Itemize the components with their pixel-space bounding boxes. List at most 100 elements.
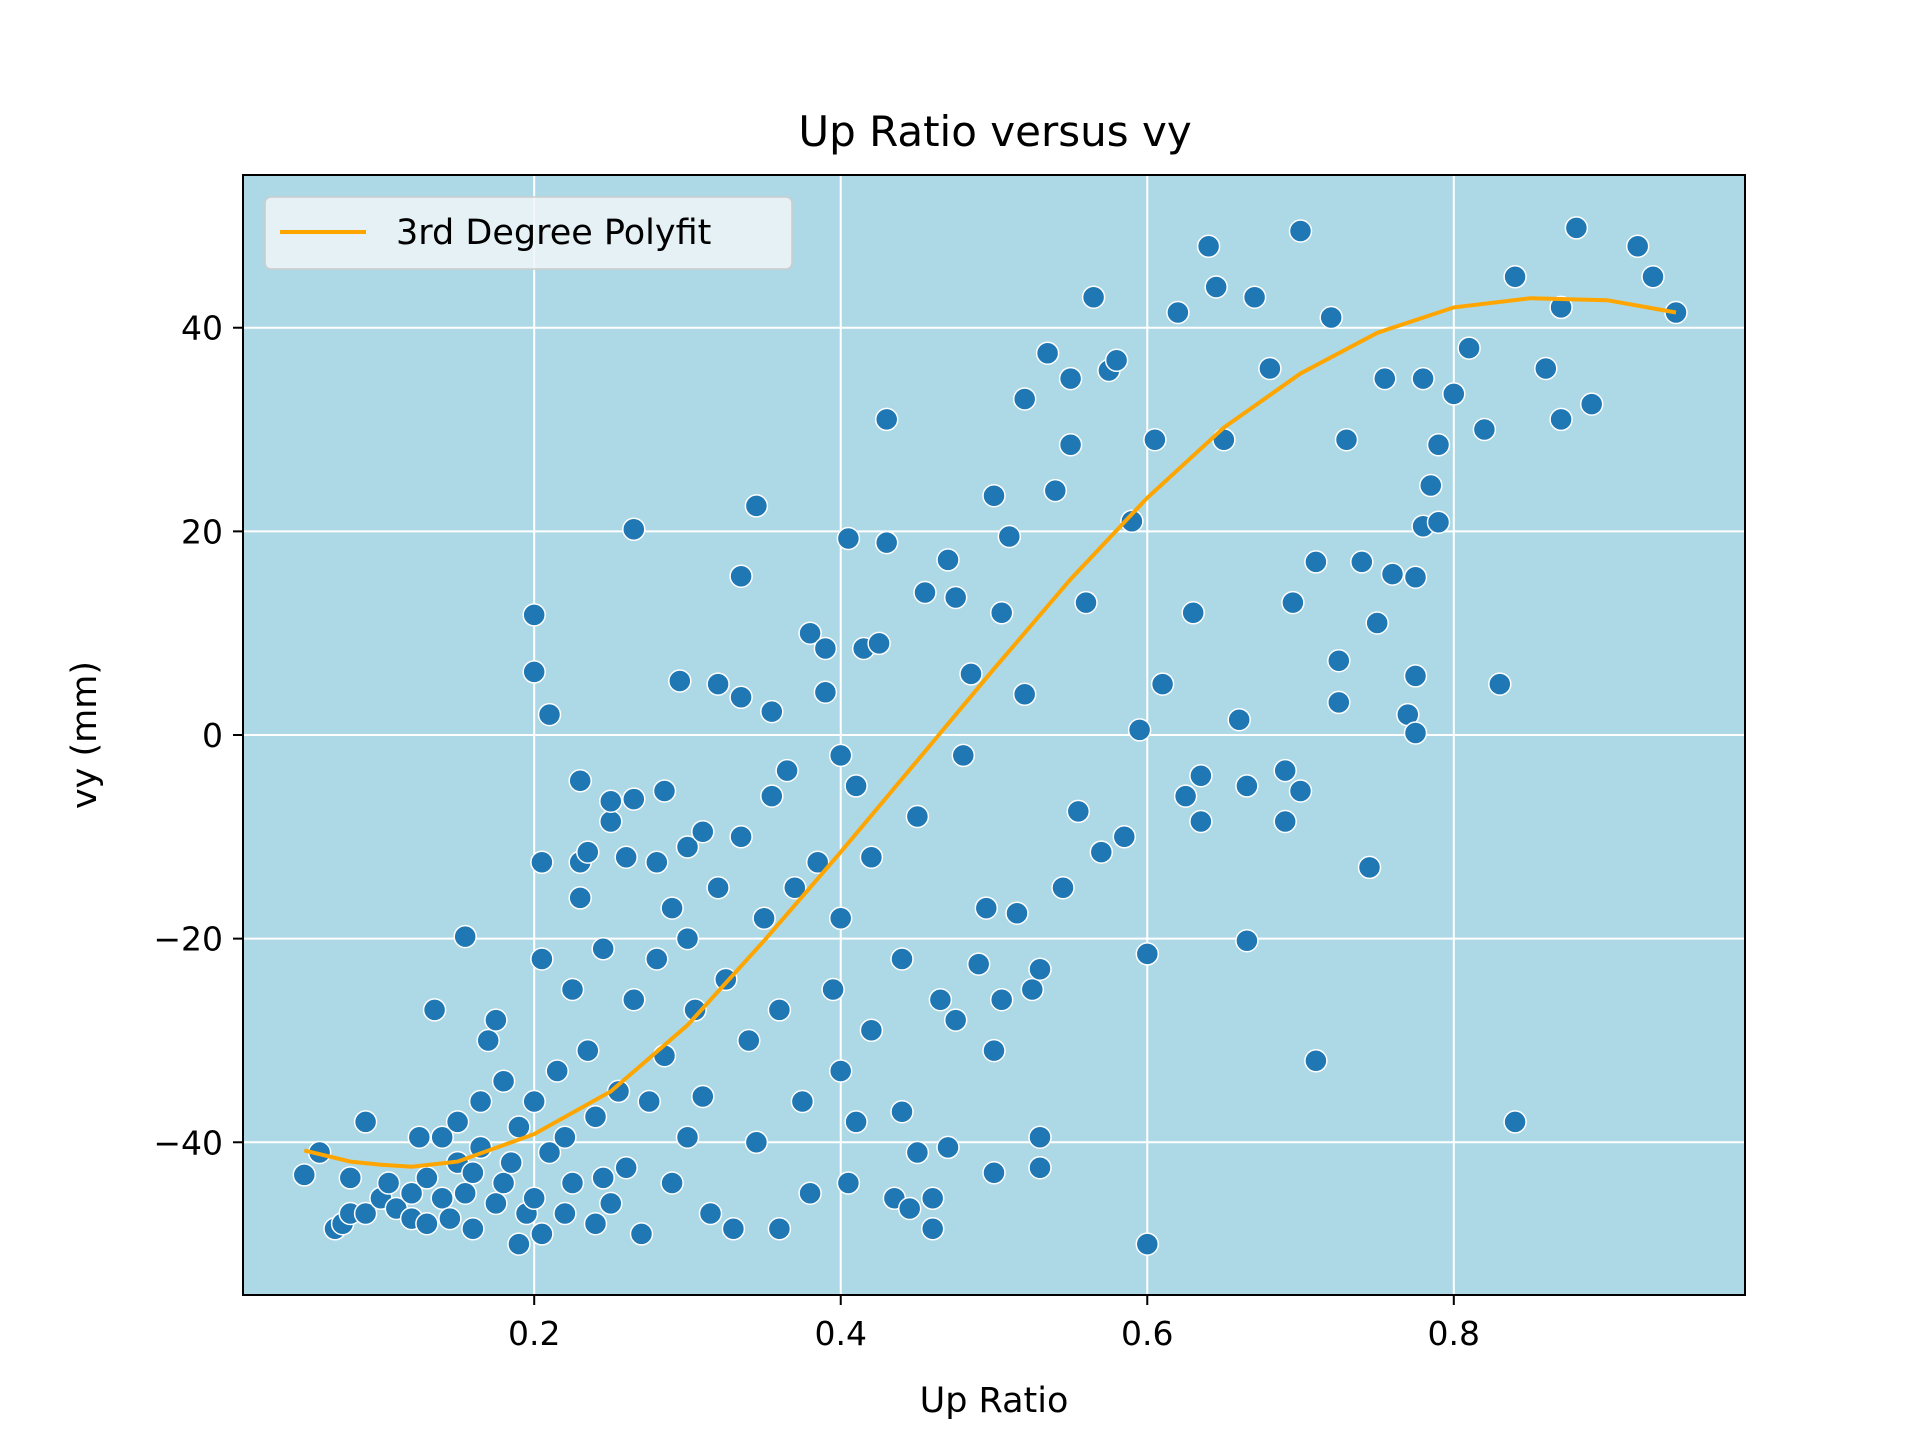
scatter-point [1472, 417, 1497, 442]
scatter-point [997, 524, 1022, 549]
scatter-point [982, 1161, 1006, 1185]
scatter-point [1189, 763, 1213, 788]
y-tick-label: 20 [181, 512, 223, 551]
scatter-point [805, 850, 830, 875]
scatter-point [629, 1222, 654, 1246]
scatter-point [292, 1163, 317, 1187]
scatter-point [422, 998, 447, 1022]
x-tick-label: 0.2 [508, 1314, 560, 1353]
scatter-point [1426, 510, 1451, 534]
scatter-point [553, 1201, 577, 1226]
scatter-point [1204, 275, 1228, 299]
scatter-point [645, 947, 669, 971]
legend-label-polyfit: 3rd Degree Polyfit [396, 213, 711, 253]
scatter-point [652, 1043, 677, 1068]
scatter-point [1135, 942, 1160, 966]
scatter-point [438, 1206, 462, 1231]
scatter-point [545, 1059, 569, 1083]
scatter-point [461, 1217, 485, 1241]
scatter-point [1258, 356, 1282, 381]
scatter-point [1035, 341, 1060, 365]
scatter-point [1135, 1232, 1160, 1256]
scatter-point [499, 1150, 523, 1175]
scatter-point [1273, 758, 1297, 783]
scatter-point [828, 1059, 853, 1083]
scatter-point [744, 1130, 769, 1155]
scatter-point [1028, 1125, 1052, 1149]
scatter-point [430, 1186, 454, 1211]
scatter-point [675, 835, 700, 859]
scatter-point [714, 967, 738, 992]
scatter-point [1350, 550, 1374, 574]
scatter-point [897, 1196, 922, 1221]
scatter-point [890, 947, 914, 971]
scatter-point [560, 977, 585, 1002]
scatter-point [989, 987, 1014, 1012]
scatter-point [484, 1191, 508, 1216]
scatter-point [813, 636, 838, 661]
scatter-point [415, 1166, 439, 1190]
scatter-point [859, 1018, 884, 1043]
scatter-point [989, 601, 1014, 625]
scatter-point [1143, 427, 1167, 452]
scatter-point [1051, 875, 1075, 900]
scatter-point [1403, 565, 1428, 589]
scatter-point [553, 1125, 577, 1149]
x-tick-label: 0.8 [1428, 1314, 1480, 1353]
x-tick-label: 0.4 [814, 1314, 866, 1353]
scatter-point [905, 1140, 930, 1165]
scatter-point [867, 631, 891, 656]
scatter-point [1534, 356, 1558, 381]
scatter-point [698, 1201, 723, 1226]
scatter-point [507, 1115, 531, 1139]
scatter-point [1442, 382, 1466, 406]
scatter-point [622, 517, 646, 542]
scatter-point [920, 1217, 945, 1241]
scatter-point [583, 1105, 608, 1129]
scatter-point [706, 672, 730, 696]
scatter-point [1579, 392, 1604, 416]
scatter-point [729, 685, 753, 710]
scatter-point [744, 494, 769, 518]
scatter-point [522, 1089, 546, 1114]
legend-box [264, 196, 793, 270]
scatter-point [1503, 1110, 1527, 1134]
scatter-point [1020, 977, 1045, 1002]
scatter-point [1074, 590, 1098, 615]
scatter-point [1380, 562, 1405, 586]
scatter-point [1089, 840, 1114, 864]
scatter-point [836, 1171, 861, 1195]
scatter-point [1625, 234, 1650, 259]
scatter-point [453, 924, 477, 949]
scatter-point [484, 1008, 508, 1032]
scatter-point [476, 1028, 500, 1053]
scatter-point [1166, 300, 1190, 325]
scatter-point [943, 1008, 968, 1032]
scatter-point [1127, 718, 1152, 742]
scatter-point [568, 769, 592, 793]
scatter-point [1488, 672, 1512, 696]
scatter-point [491, 1069, 516, 1093]
scatter-point [1150, 672, 1175, 696]
scatter-point [453, 1181, 477, 1205]
scatter-point [928, 987, 953, 1012]
x-axis-title: Up Ratio [920, 1381, 1069, 1421]
scatter-point [407, 1125, 432, 1149]
scatter-point [599, 789, 623, 813]
scatter-point [951, 743, 976, 768]
scatter-point [576, 1038, 600, 1063]
scatter-point [338, 1166, 363, 1190]
scatter-point [966, 952, 991, 976]
y-tick-label: −20 [153, 920, 223, 959]
y-tick-label: 0 [202, 716, 223, 755]
scatter-point [1319, 305, 1343, 330]
x-tick-label: 0.6 [1121, 1314, 1173, 1353]
scatter-point [874, 407, 899, 432]
scatter-point [1235, 774, 1259, 798]
scatter-point [1564, 216, 1589, 240]
scatter-point [1120, 509, 1144, 533]
scatter-point [752, 906, 776, 931]
scatter-point [430, 1125, 454, 1149]
scatter-point [1373, 366, 1397, 391]
scatter-point [1043, 478, 1068, 503]
